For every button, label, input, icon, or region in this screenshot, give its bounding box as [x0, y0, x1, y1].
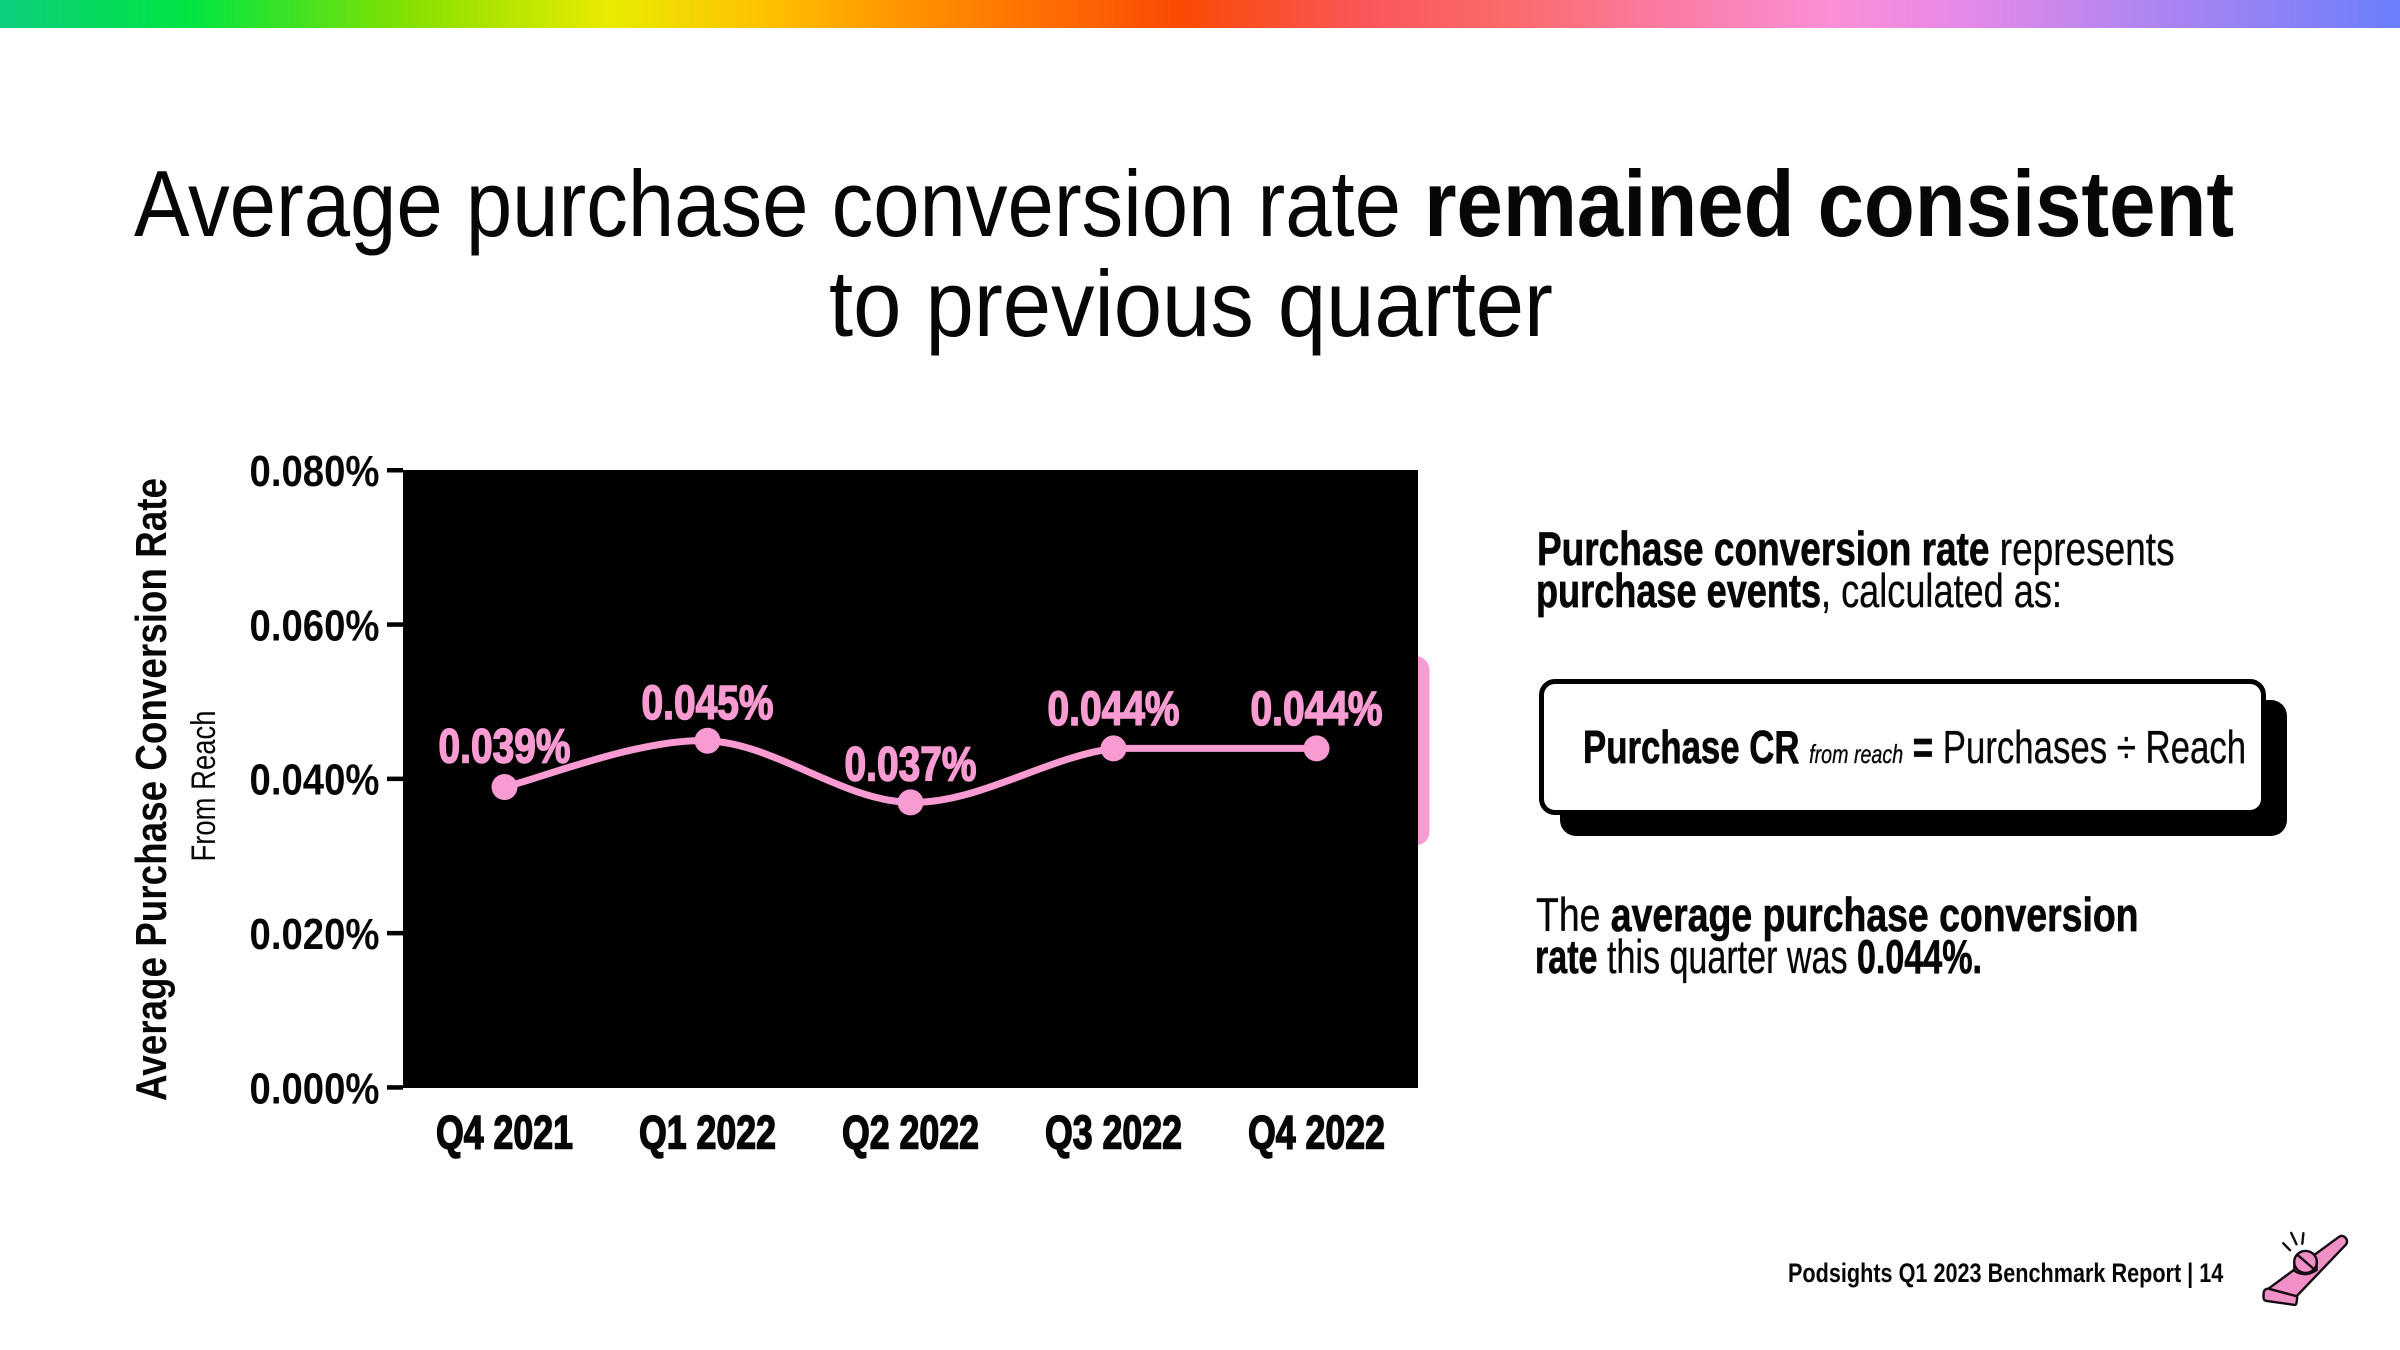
svg-text:0.037%: 0.037%: [845, 739, 977, 792]
svg-text:0.020%: 0.020%: [250, 910, 380, 959]
svg-text:Q2 2022: Q2 2022: [842, 1106, 979, 1159]
svg-text:0.045%: 0.045%: [642, 677, 774, 730]
svg-text:0.044%: 0.044%: [1251, 683, 1383, 736]
svg-text:0.040%: 0.040%: [250, 756, 380, 805]
svg-text:0.000%: 0.000%: [250, 1064, 380, 1113]
svg-text:Q4 2022: Q4 2022: [1248, 1106, 1385, 1159]
svg-text:Q3 2022: Q3 2022: [1045, 1106, 1182, 1159]
svg-text:0.039%: 0.039%: [439, 721, 571, 774]
svg-text:Q1 2022: Q1 2022: [639, 1106, 776, 1159]
svg-text:0.080%: 0.080%: [250, 447, 380, 496]
svg-text:0.060%: 0.060%: [250, 601, 380, 650]
svg-text:0.044%: 0.044%: [1048, 683, 1180, 736]
svg-text:Q4 2021: Q4 2021: [436, 1106, 573, 1159]
svg-text:Average Purchase Conversion Ra: Average Purchase Conversion Rate: [127, 478, 176, 1101]
svg-text:From Reach: From Reach: [185, 711, 223, 862]
